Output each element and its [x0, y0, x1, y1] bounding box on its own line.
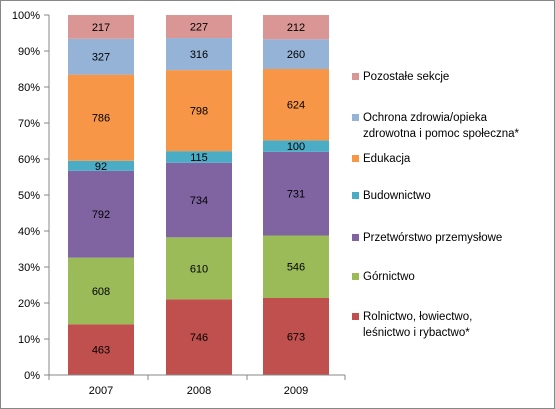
legend-swatch	[352, 73, 359, 80]
data-label: 217	[92, 22, 110, 34]
bar-segment	[166, 162, 232, 238]
bar-segment	[166, 299, 232, 375]
y-tick-label: 50%	[18, 190, 40, 202]
legend-swatch	[352, 313, 359, 320]
legend-swatch	[352, 273, 359, 280]
y-tick-label: 80%	[18, 82, 40, 94]
bar-segment	[166, 237, 232, 300]
bar-segment	[263, 235, 329, 298]
y-tick-label: 60%	[18, 154, 40, 166]
x-tick-label: 2007	[89, 385, 113, 397]
y-tick-label: 0%	[24, 370, 40, 382]
legend-label: Ochrona zdrowia/opieka zdrowotna i pomoc…	[363, 112, 519, 140]
x-tick-label: 2009	[284, 385, 308, 397]
legend-item: Budownictwo	[352, 188, 431, 204]
legend-item: Górnictwo	[352, 269, 415, 285]
data-label: 546	[287, 262, 305, 274]
data-label: 100	[287, 141, 305, 153]
data-label: 673	[287, 331, 305, 343]
bar-segment	[68, 15, 134, 39]
y-tick-label: 90%	[18, 46, 40, 58]
data-label: 792	[92, 209, 110, 221]
data-label: 798	[190, 106, 208, 118]
data-label: 227	[190, 22, 208, 34]
bar-segment	[263, 69, 329, 141]
bar-segment	[68, 324, 134, 375]
bar-segment	[68, 257, 134, 325]
data-label: 463	[92, 345, 110, 357]
legend-swatch	[352, 114, 359, 121]
data-label: 260	[287, 49, 305, 61]
data-label: 610	[190, 263, 208, 275]
y-axis: 0% 10% 20% 30% 40% 50% 60% 70% 80% 90% 100%	[12, 10, 50, 382]
bar-segment	[166, 38, 232, 71]
data-label: 786	[92, 113, 110, 125]
bar-segment	[68, 170, 134, 258]
legend-label: Edukacja	[363, 153, 411, 165]
legend-label: Rolnictwo, łowiectwo, leśnictwo i rybact…	[363, 311, 473, 339]
data-label: 731	[287, 189, 305, 201]
legend-item: Rolnictwo, łowiectwo, leśnictwo i rybact…	[352, 309, 473, 341]
data-label: 115	[190, 152, 208, 164]
data-label: 327	[92, 52, 110, 64]
y-tick-label: 10%	[18, 334, 40, 346]
data-label: 316	[190, 49, 208, 61]
legend-item: Pozostałe sekcje	[352, 69, 450, 85]
bar-segment	[68, 74, 134, 161]
bar-segment	[166, 70, 232, 152]
bar-segment	[68, 160, 134, 171]
y-tick-label: 30%	[18, 262, 40, 274]
data-label: 624	[287, 100, 305, 112]
data-label: 608	[92, 286, 110, 298]
bar-segment	[263, 151, 329, 236]
y-tick-label: 20%	[18, 298, 40, 310]
bar-segment	[263, 140, 329, 152]
x-axis: 2007 2008 2009	[48, 374, 346, 397]
data-label: 212	[287, 22, 305, 34]
bar-segment	[166, 15, 232, 39]
y-tick-label: 100%	[12, 10, 40, 22]
bar-segment	[263, 297, 329, 375]
legend-label: Pozostałe sekcje	[363, 71, 450, 83]
data-label: 92	[95, 161, 107, 173]
data-label: 746	[190, 332, 208, 344]
legend-item: Edukacja	[352, 151, 411, 167]
y-tick-label: 40%	[18, 226, 40, 238]
legend-label: Górnictwo	[363, 271, 415, 283]
y-tick-label: 70%	[18, 118, 40, 130]
legend-label: Przetwórstwo przemysłowe	[363, 232, 503, 244]
legend-swatch	[352, 155, 359, 162]
x-tick-label: 2008	[187, 385, 211, 397]
bar-segment	[263, 39, 329, 70]
legend-swatch	[352, 234, 359, 241]
legend-item: Ochrona zdrowia/opieka zdrowotna i pomoc…	[352, 110, 519, 142]
bar-segment	[68, 38, 134, 75]
legend-label: Budownictwo	[363, 190, 431, 202]
bar-segment	[263, 15, 329, 40]
bars-group: 463 608 792 92 786 327 217 746 610 734 115 798 316 22…	[68, 15, 329, 375]
legend-swatch	[352, 192, 359, 199]
legend-item: Przetwórstwo przemysłowe	[352, 230, 503, 246]
bar-segment	[166, 151, 232, 163]
data-label: 734	[190, 195, 208, 207]
